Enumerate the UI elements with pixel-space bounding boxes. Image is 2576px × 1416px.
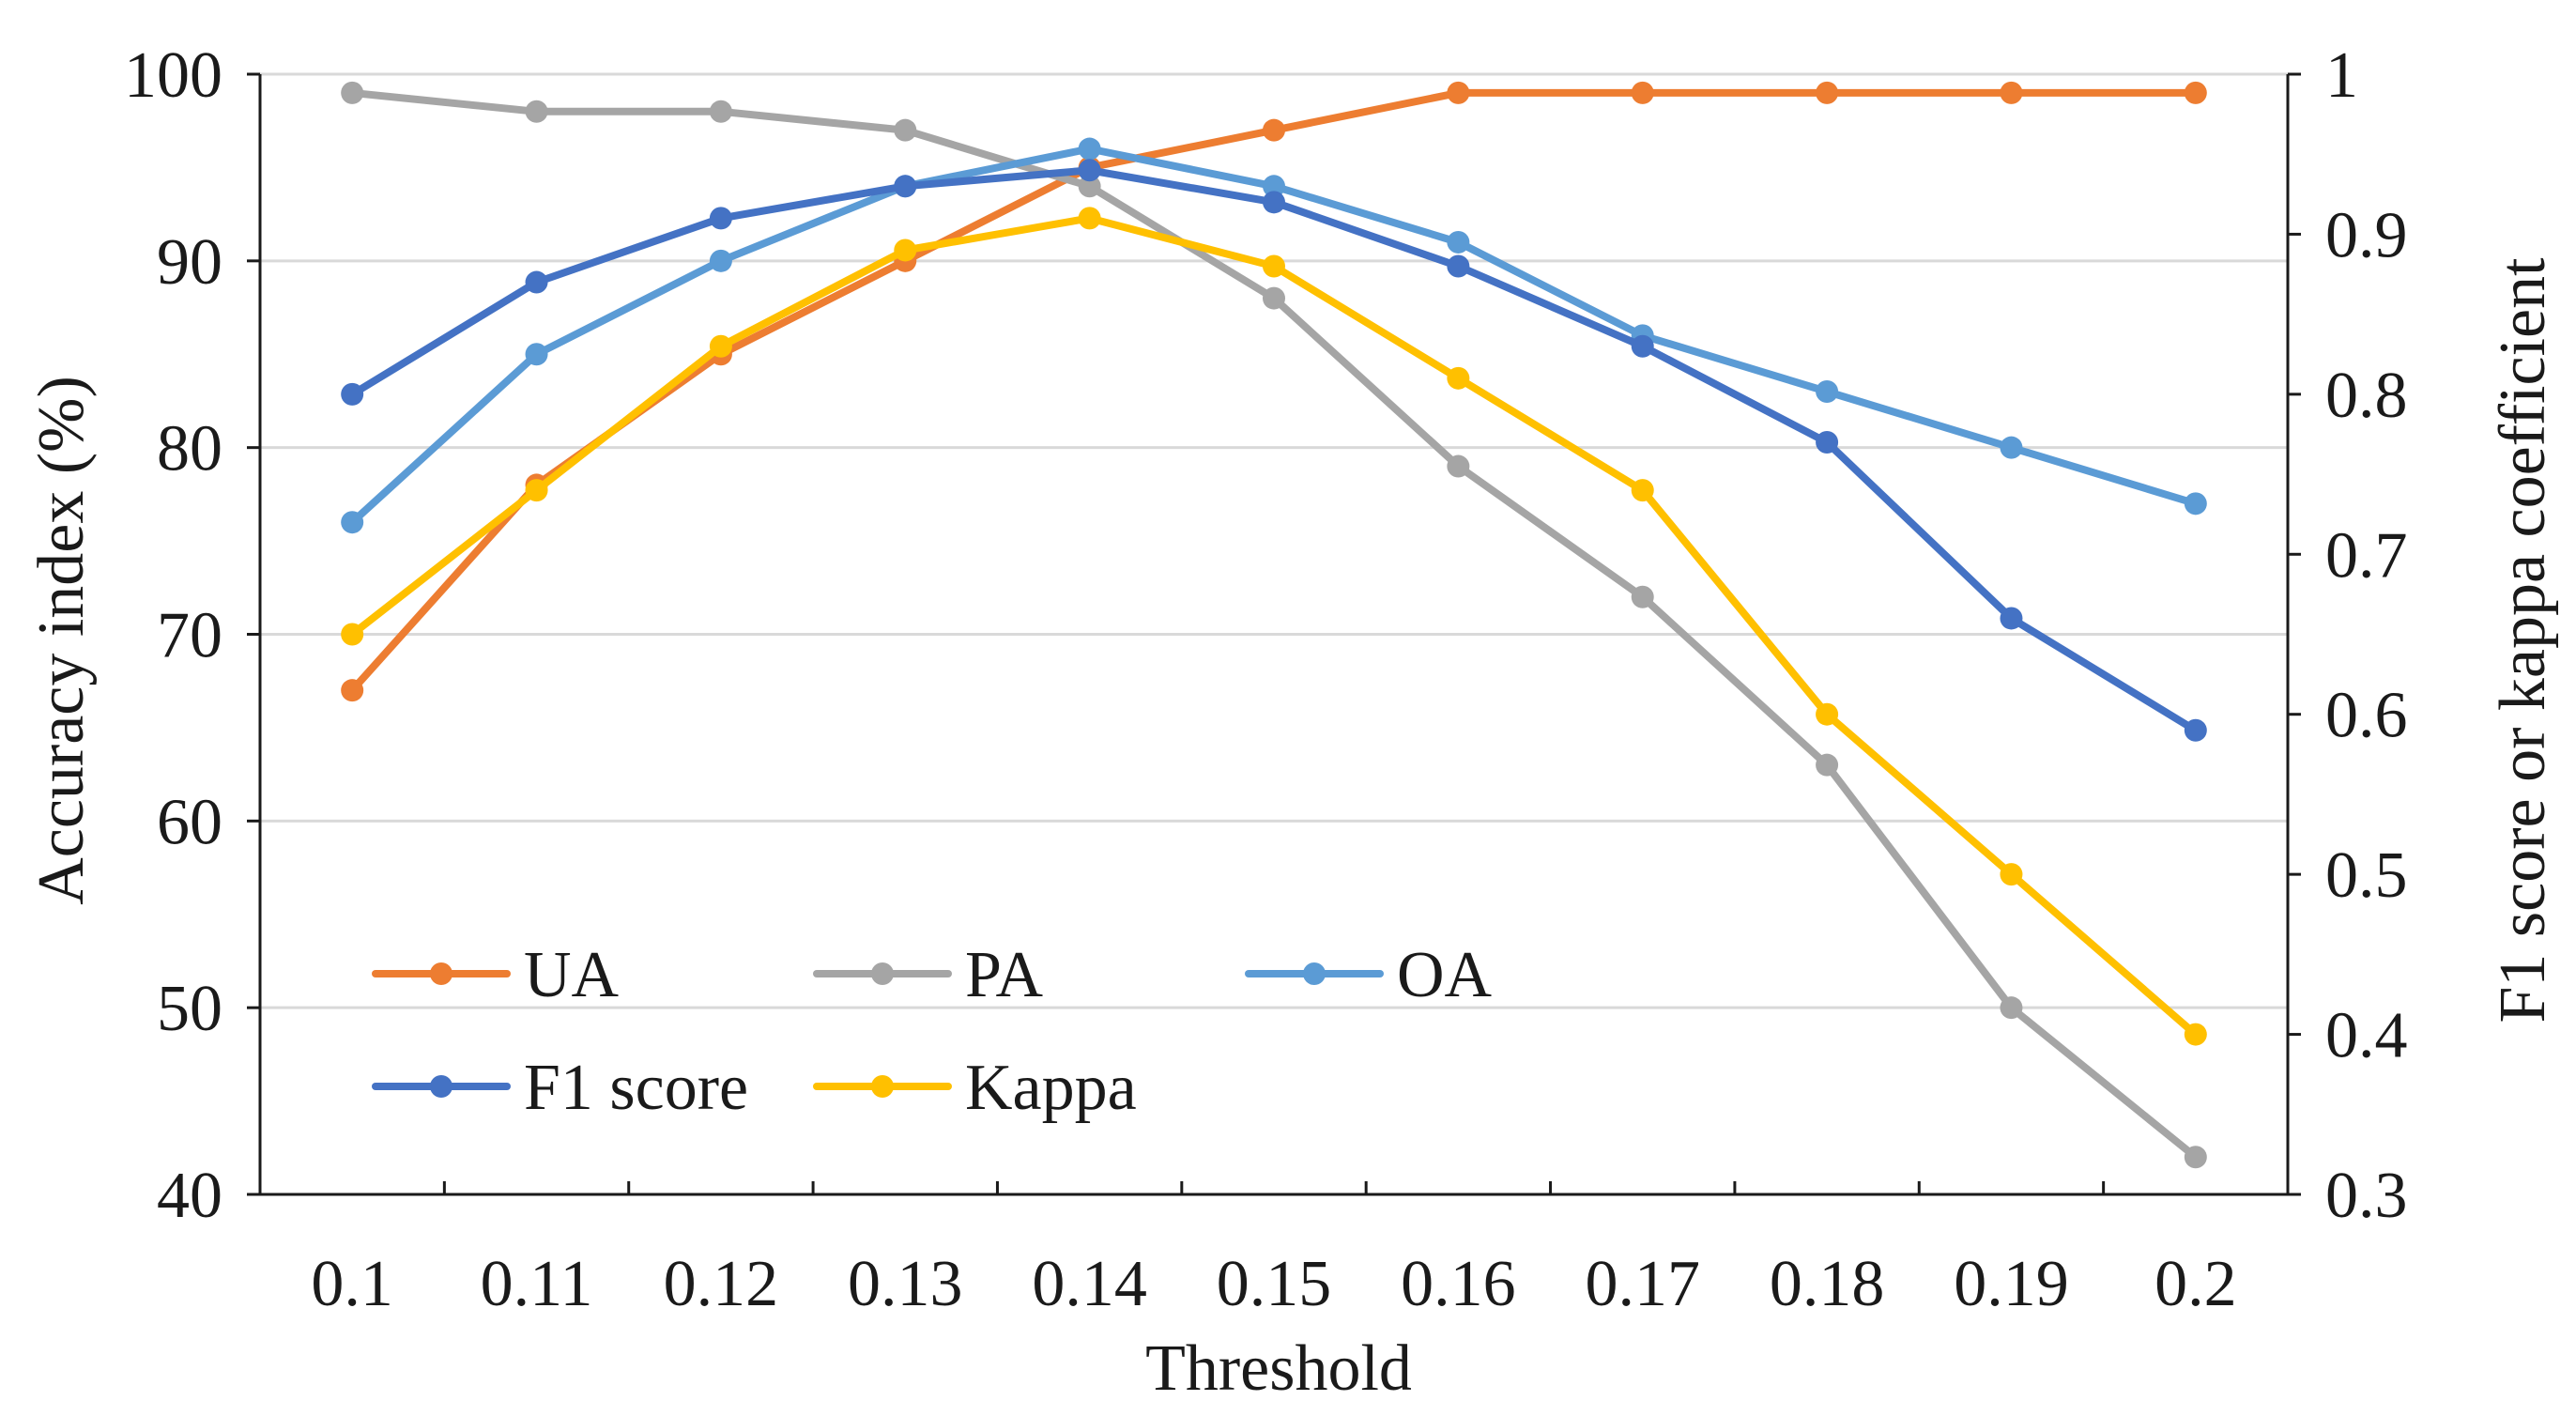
right-tick-label: 0.7 bbox=[2325, 519, 2408, 592]
data-point-pa bbox=[525, 100, 548, 123]
right-tick-label: 0.9 bbox=[2325, 199, 2408, 271]
data-point-pa bbox=[2184, 1146, 2207, 1169]
legend-label-kappa: Kappa bbox=[965, 1052, 1137, 1124]
data-point-ua bbox=[1816, 81, 1839, 104]
data-point-oa bbox=[1078, 137, 1101, 161]
data-point-pa bbox=[1816, 753, 1839, 777]
data-point-f1-score bbox=[1631, 334, 1654, 358]
right-tick-label: 0.8 bbox=[2325, 360, 2408, 432]
right-tick-label: 0.5 bbox=[2325, 839, 2408, 912]
x-tick-label: 0.13 bbox=[848, 1248, 963, 1320]
x-axis-title: Threshold bbox=[1145, 1332, 1412, 1405]
data-point-pa bbox=[1631, 585, 1654, 608]
data-point-oa bbox=[2184, 492, 2207, 516]
legend-swatch-marker-oa bbox=[1303, 962, 1326, 985]
data-point-f1-score bbox=[1078, 159, 1101, 182]
data-point-ua bbox=[2184, 81, 2207, 104]
left-tick-label: 80 bbox=[157, 413, 222, 485]
data-point-f1-score bbox=[1447, 254, 1470, 278]
legend-label-pa: PA bbox=[965, 939, 1044, 1011]
x-tick-label: 0.18 bbox=[1770, 1248, 1885, 1320]
data-point-pa bbox=[1263, 286, 1285, 310]
legend-label-ua: UA bbox=[524, 939, 620, 1011]
data-point-kappa bbox=[2184, 1023, 2207, 1046]
data-point-f1-score bbox=[341, 382, 364, 406]
series-line-f1-score bbox=[348, 166, 2200, 734]
data-point-pa bbox=[2000, 996, 2023, 1020]
data-point-oa bbox=[2000, 436, 2023, 459]
x-tick-label: 0.15 bbox=[1217, 1248, 1332, 1320]
data-point-kappa bbox=[894, 239, 917, 262]
data-point-ua bbox=[1447, 81, 1470, 104]
left-tick-label: 40 bbox=[157, 1160, 222, 1232]
left-tick-label: 90 bbox=[157, 226, 222, 299]
data-point-ua bbox=[2000, 81, 2023, 104]
data-point-ua bbox=[341, 679, 364, 702]
axes: 40 50 60 70 80 90 100 0.3 0.4 0.5 0.6 0.7 0.8 0.9 1 0.1… bbox=[124, 39, 2408, 1320]
series-group bbox=[341, 81, 2207, 1169]
x-tick-label: 0.12 bbox=[664, 1248, 779, 1320]
data-point-oa bbox=[1816, 380, 1839, 404]
data-point-oa bbox=[1263, 175, 1285, 198]
x-tick-label: 0.16 bbox=[1401, 1248, 1516, 1320]
data-point-oa bbox=[1447, 230, 1470, 254]
data-point-kappa bbox=[525, 479, 548, 502]
right-tick-label: 0.3 bbox=[2325, 1160, 2408, 1232]
left-tick-label: 50 bbox=[157, 973, 222, 1045]
left-tick-label: 70 bbox=[157, 600, 222, 672]
data-point-f1-score bbox=[1816, 430, 1839, 454]
x-tick-label: 0.1 bbox=[311, 1248, 393, 1320]
legend-swatch-marker-kappa bbox=[871, 1075, 894, 1098]
legend-swatch-marker-ua bbox=[430, 962, 452, 985]
left-tick-label: 100 bbox=[124, 39, 222, 112]
x-tick-label: 0.17 bbox=[1585, 1248, 1700, 1320]
data-point-kappa bbox=[1263, 254, 1285, 278]
data-point-pa bbox=[894, 118, 917, 142]
data-point-pa bbox=[341, 81, 364, 104]
data-point-f1-score bbox=[2000, 607, 2023, 630]
data-point-oa bbox=[525, 343, 548, 366]
right-tick-label: 1 bbox=[2325, 39, 2358, 112]
legend-label-f1-score: F1 score bbox=[524, 1052, 748, 1124]
x-tick-label: 0.14 bbox=[1032, 1248, 1147, 1320]
data-point-f1-score bbox=[709, 207, 732, 230]
data-point-kappa bbox=[1447, 366, 1470, 390]
data-point-kappa bbox=[1631, 479, 1654, 502]
right-axis-title: F1 score or kappa coefficient bbox=[2487, 257, 2559, 1024]
data-point-kappa bbox=[341, 623, 364, 646]
gridlines bbox=[260, 72, 2288, 1009]
legend: UA PA OA F1 score Kappa bbox=[372, 939, 1493, 1124]
left-tick-label: 60 bbox=[157, 786, 222, 858]
data-point-kappa bbox=[1078, 207, 1101, 230]
legend-swatch-marker-f1-score bbox=[430, 1075, 452, 1098]
data-point-kappa bbox=[2000, 863, 2023, 886]
series-line-kappa bbox=[348, 214, 2200, 1039]
x-tick-label: 0.19 bbox=[1954, 1248, 2069, 1320]
data-point-ua bbox=[1631, 81, 1654, 104]
left-axis-title: Accuracy index (%) bbox=[25, 376, 98, 905]
data-point-f1-score bbox=[894, 175, 917, 198]
data-point-kappa bbox=[709, 334, 732, 358]
data-point-pa bbox=[1078, 175, 1101, 198]
legend-label-oa: OA bbox=[1397, 939, 1493, 1011]
right-tick-label: 0.4 bbox=[2325, 1000, 2408, 1072]
right-tick-label: 0.6 bbox=[2325, 680, 2408, 752]
data-point-kappa bbox=[1816, 702, 1839, 726]
data-point-pa bbox=[1447, 454, 1470, 478]
data-point-ua bbox=[1263, 118, 1285, 142]
data-point-f1-score bbox=[525, 270, 548, 294]
data-point-oa bbox=[709, 249, 732, 272]
data-point-f1-score bbox=[2184, 718, 2207, 742]
data-point-pa bbox=[709, 100, 732, 123]
legend-swatch-marker-pa bbox=[871, 962, 894, 985]
x-tick-label: 0.2 bbox=[2154, 1248, 2237, 1320]
data-point-f1-score bbox=[1263, 191, 1285, 214]
data-point-oa bbox=[341, 511, 364, 534]
x-tick-label: 0.11 bbox=[481, 1248, 593, 1320]
